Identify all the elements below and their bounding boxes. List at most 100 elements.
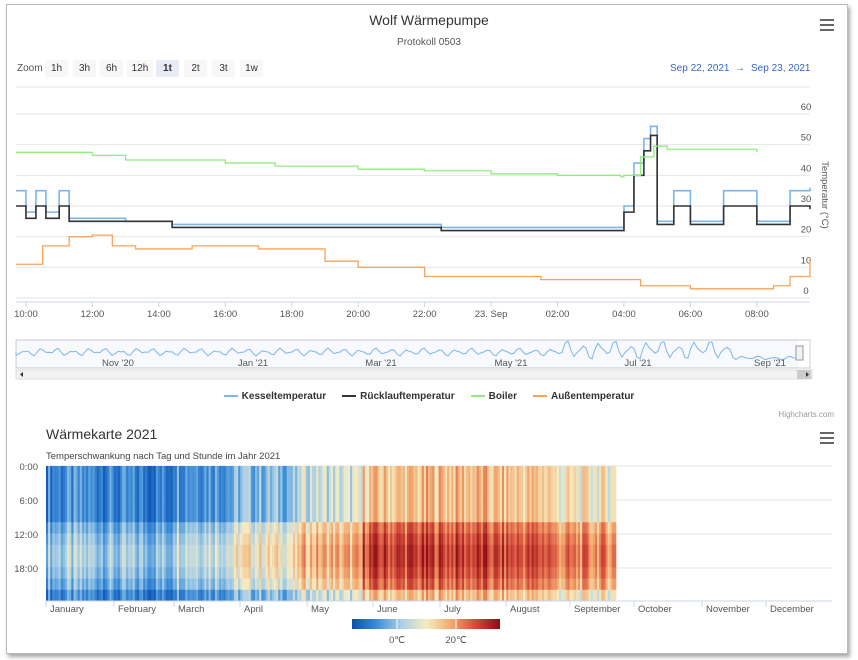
heatmap-cell: [461, 466, 465, 478]
zoom-button-3h[interactable]: 3h: [73, 60, 96, 77]
heatmap-cell: [200, 589, 203, 602]
legend-item-2[interactable]: Rücklauftemperatur: [342, 391, 455, 402]
heatmap-cell: [599, 511, 602, 523]
navigator-handle[interactable]: [795, 345, 804, 361]
heatmap-cell: [56, 488, 59, 501]
heatmap-cell: [510, 533, 513, 546]
legend-item-4[interactable]: Außentemperatur: [532, 391, 634, 402]
heatmap-cell: [223, 499, 226, 512]
heatmap-cell: [113, 488, 116, 501]
heatmap-cell: [58, 567, 62, 579]
zoom-button-1w[interactable]: 1w: [240, 60, 263, 77]
heatmap-cell: [383, 567, 387, 579]
heatmap-cell: [390, 522, 393, 534]
heatmap-cell: [126, 477, 129, 489]
heatmap-cell: [597, 477, 600, 489]
heatmap-cell: [502, 544, 505, 557]
credits[interactable]: Highcharts.com: [778, 410, 834, 419]
heatmap-cell: [592, 499, 596, 512]
heatmap-cell: [86, 488, 89, 501]
heatmap-cell: [48, 544, 51, 557]
heatmap-cell: [265, 578, 268, 591]
heatmap-cell: [466, 477, 469, 489]
heatmap-cell: [54, 567, 57, 579]
heatmap-cell: [341, 589, 344, 602]
scroll-right-arrow-icon[interactable]: [806, 372, 809, 377]
heatmap-cell: [79, 567, 83, 579]
heatmap-cell: [86, 511, 89, 523]
heatmap-cell: [514, 511, 518, 523]
heatmap-cell: [124, 466, 127, 478]
zoom-button-1h[interactable]: 1h: [45, 60, 68, 77]
heatmap-cell: [130, 522, 133, 534]
range-to[interactable]: Sep 23, 2021: [751, 63, 811, 74]
heatmap-cell: [65, 567, 68, 579]
heatmap-cell: [250, 556, 254, 568]
heatmap-cell: [369, 544, 372, 557]
heatmap-cell: [335, 466, 338, 478]
heatmap-cell: [179, 488, 182, 501]
heatmap-cell: [269, 522, 273, 534]
heatmap-cell: [271, 477, 275, 489]
scrollbar-thumb[interactable]: [797, 370, 811, 379]
heatmap-cell: [250, 511, 254, 523]
heatmap-cell: [356, 522, 359, 534]
heatmap-cell: [206, 578, 209, 591]
heatmap-cell: [436, 589, 439, 602]
scrollbar-track[interactable]: [15, 369, 813, 380]
heatmap-cell: [563, 567, 566, 579]
range-from[interactable]: Sep 22, 2021: [670, 63, 730, 74]
heatmap-cell: [98, 477, 102, 489]
heatmap-cell: [248, 578, 252, 591]
heatmap-cell: [81, 556, 85, 568]
heatmap-cell: [404, 488, 408, 501]
heatmap-cell: [489, 499, 492, 512]
heatmap-cell: [554, 533, 558, 546]
zoom-button-2t[interactable]: 2t: [184, 60, 207, 77]
hamburger-menu-icon[interactable]: [820, 19, 834, 31]
heatmap-cell: [556, 544, 560, 557]
heatmap-cell: [166, 466, 169, 478]
heatmap-cell: [164, 477, 167, 489]
heatmap-cell: [512, 477, 515, 489]
heatmap-cell: [347, 544, 351, 557]
heatmap-cell: [307, 544, 311, 557]
heatmap-cell: [326, 567, 330, 579]
heatmap-cell: [219, 533, 222, 546]
heatmap-cell: [265, 533, 268, 546]
heatmap-cell: [90, 533, 93, 546]
zoom-button-12h[interactable]: 12h: [127, 60, 153, 77]
zoom-button-6h[interactable]: 6h: [100, 60, 123, 77]
heatmap-cell: [350, 499, 353, 512]
heatmap-cell: [409, 477, 412, 489]
heatmap-cell: [535, 488, 539, 501]
heatmap-cell: [166, 544, 169, 557]
scroll-left-arrow-icon[interactable]: [20, 372, 23, 377]
heatmap-cell: [65, 578, 68, 591]
x-tick-label: 22:00: [413, 309, 437, 320]
heatmap-cell: [162, 556, 165, 568]
zoom-button-3t[interactable]: 3t: [212, 60, 235, 77]
heatmap-cell: [67, 499, 70, 512]
heatmap-cell: [246, 488, 249, 501]
heatmap-cell: [546, 477, 549, 489]
heatmap-cell: [440, 499, 444, 512]
zoom-button-1t[interactable]: 1t: [156, 60, 179, 77]
heatmap-cell: [94, 488, 97, 501]
heatmap-cell: [316, 589, 319, 602]
heatmap-cell: [375, 578, 378, 591]
heatmap-cell: [586, 556, 589, 568]
heatmap-cell: [529, 544, 532, 557]
colorbar-tick-label: 0℃: [389, 635, 405, 646]
heatmap-cell: [394, 567, 397, 579]
heatmap-cell: [569, 477, 572, 489]
heatmap-cell: [607, 578, 610, 591]
heatmap-cell: [62, 567, 66, 579]
legend-item-3[interactable]: Boiler: [470, 391, 517, 402]
hamburger-menu-icon-2[interactable]: [820, 432, 834, 444]
heatmap-cell: [162, 589, 165, 602]
heatmap-cell: [396, 589, 399, 602]
heatmap-cell: [322, 578, 325, 591]
legend-item-1[interactable]: Kesseltemperatur: [223, 391, 326, 402]
heatmap-cell: [111, 477, 114, 489]
